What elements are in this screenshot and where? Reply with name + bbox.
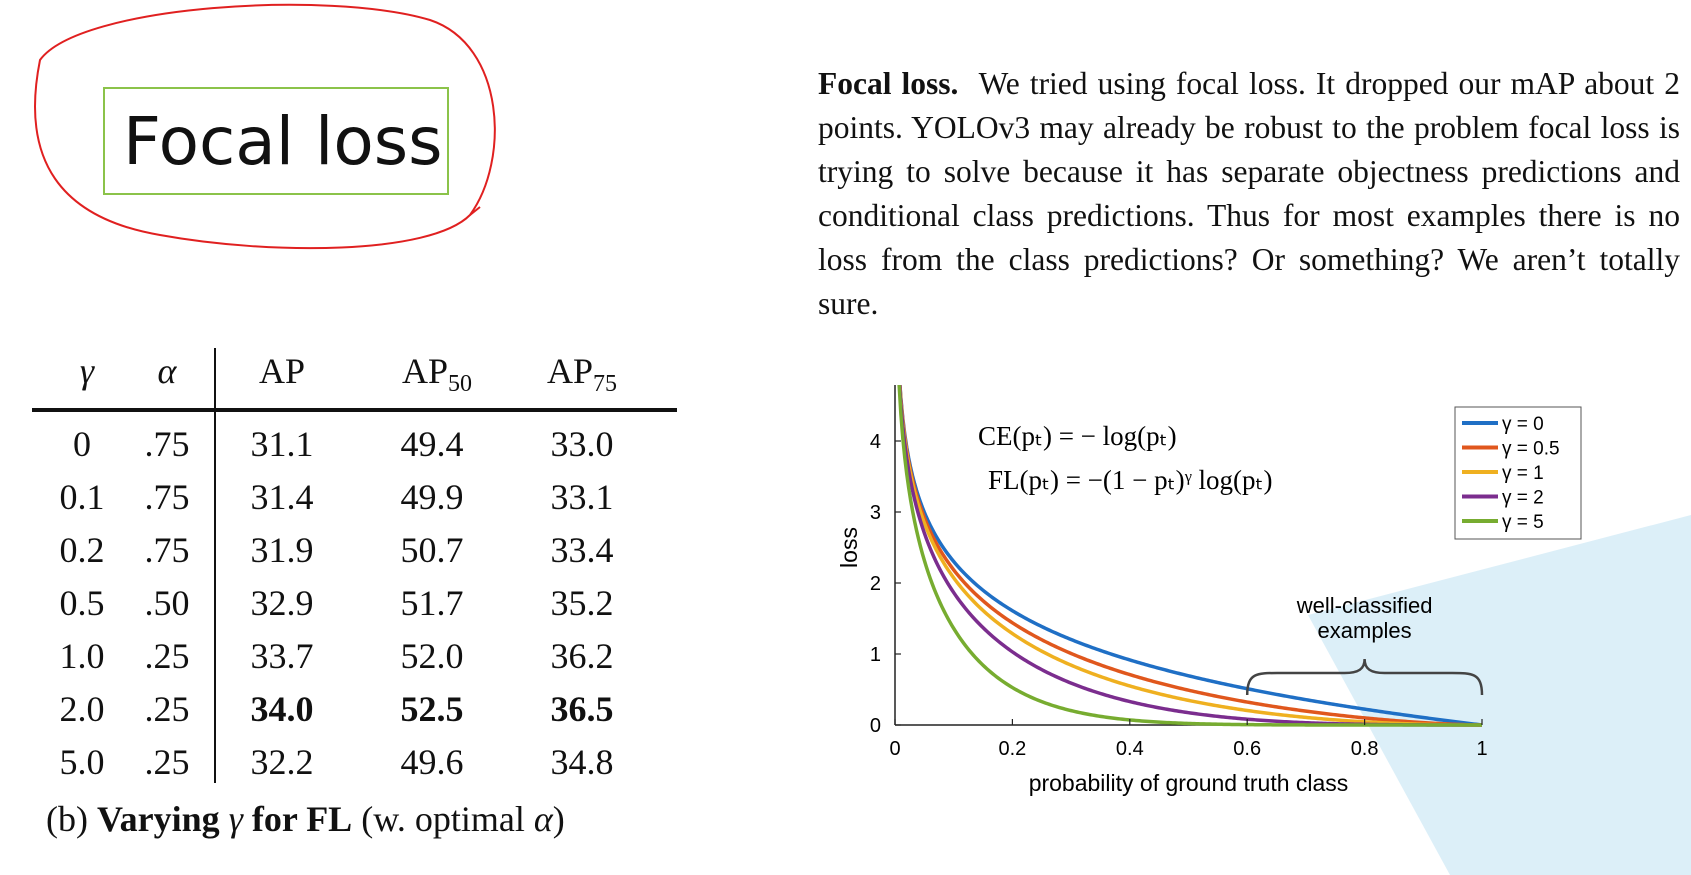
table-row: 0.5 .50 32.9 51.7 35.2 bbox=[59, 583, 614, 623]
series-line bbox=[898, 385, 1483, 727]
title-annotation-circle bbox=[34, 3, 496, 250]
paragraph-lead: Focal loss. bbox=[818, 66, 959, 101]
header-ap: AP bbox=[258, 351, 306, 391]
series-line bbox=[898, 385, 1483, 727]
table-row: 5.0 .25 32.2 49.6 34.8 bbox=[59, 742, 614, 782]
table-row: 0 .75 31.1 49.4 33.0 bbox=[73, 424, 614, 464]
legend-entry: γ = 0 bbox=[1502, 414, 1544, 435]
x-tick-label: 0 bbox=[889, 738, 900, 760]
x-tick-label: 0.4 bbox=[1116, 738, 1144, 760]
formula-ce: CE(pₜ) = − log(pₜ) bbox=[978, 421, 1177, 451]
y-axis-label: loss bbox=[836, 527, 862, 568]
slide-title: Focal loss bbox=[103, 87, 449, 195]
paper-paragraph: Focal loss. We tried using focal loss. It… bbox=[818, 62, 1680, 326]
chart-ticks: 00.20.40.60.81012345 bbox=[870, 431, 1488, 760]
legend-entry: γ = 0.5 bbox=[1502, 439, 1560, 460]
y-tick-label: 4 bbox=[870, 431, 881, 453]
table-row: 0.1 .75 31.4 49.9 33.1 bbox=[59, 477, 614, 517]
header-ap75: AP75 bbox=[546, 351, 618, 398]
x-tick-label: 0.8 bbox=[1351, 738, 1379, 760]
x-tick-label: 0.2 bbox=[998, 738, 1026, 760]
chart-curves bbox=[897, 385, 1483, 727]
annotation-brace bbox=[1245, 658, 1484, 696]
y-tick-label: 0 bbox=[870, 715, 881, 737]
table-row: 1.0 .25 33.7 52.0 36.2 bbox=[59, 636, 614, 676]
chart-legend: γ = 0 γ = 0.5 γ = 1 γ = 2 γ = 5 bbox=[1454, 406, 1582, 540]
paragraph-body: We tried using focal loss. It dropped ou… bbox=[818, 66, 1680, 321]
x-axis-label: probability of ground truth class bbox=[1029, 770, 1349, 796]
focal-loss-chart: 00.20.40.60.81012345 CE(pₜ) = − log(pₜ) … bbox=[836, 385, 1691, 875]
header-gamma: γ bbox=[79, 351, 95, 391]
y-tick-label: 1 bbox=[870, 644, 881, 666]
series-line bbox=[898, 385, 1482, 727]
highlight-region bbox=[1308, 515, 1691, 875]
series-line bbox=[897, 385, 1482, 727]
y-tick-label: 3 bbox=[870, 502, 881, 524]
header-alpha: α bbox=[157, 351, 177, 391]
legend-entry: γ = 1 bbox=[1502, 463, 1544, 484]
formula-fl: FL(pₜ) = −(1 − pₜ)ᵞ log(pₜ) bbox=[988, 465, 1272, 495]
header-ap50: AP50 bbox=[401, 351, 473, 398]
x-tick-label: 1 bbox=[1476, 738, 1487, 760]
x-tick-label: 0.6 bbox=[1233, 738, 1261, 760]
legend-entry: γ = 5 bbox=[1502, 512, 1544, 533]
header-rule bbox=[32, 408, 677, 412]
y-tick-label: 2 bbox=[870, 573, 881, 595]
table-row-best: 2.0 .25 34.0 52.5 36.5 bbox=[59, 689, 614, 729]
table-row: 0.2 .75 31.9 50.7 33.4 bbox=[59, 530, 614, 570]
legend-entry: γ = 2 bbox=[1502, 488, 1544, 509]
column-rule bbox=[214, 348, 216, 783]
annotation-line-2: examples bbox=[1318, 618, 1412, 643]
table-caption: (b) Varying γ for FL (w. optimal α) bbox=[46, 799, 565, 839]
annotation-line-1: well-classified bbox=[1296, 593, 1433, 618]
focal-loss-table: γ α AP AP50 AP75 0 .75 31.1 49.4 33.0 0.… bbox=[32, 348, 677, 785]
